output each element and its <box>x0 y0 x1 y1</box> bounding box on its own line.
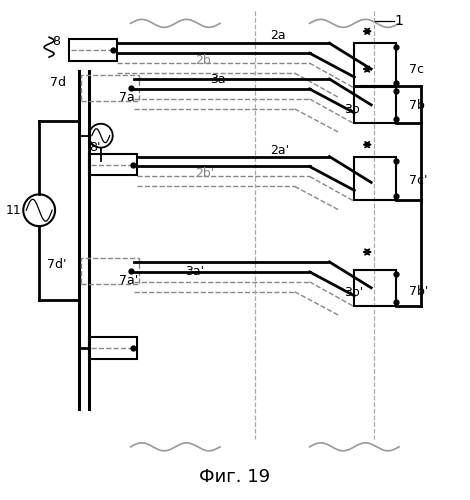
Text: 7c: 7c <box>409 62 424 76</box>
Text: 2a: 2a <box>270 30 285 43</box>
Text: 7d': 7d' <box>47 258 66 271</box>
Text: 3b': 3b' <box>345 286 364 298</box>
Text: 7b: 7b <box>409 100 425 112</box>
Text: 2a': 2a' <box>270 144 289 156</box>
Text: 2b': 2b' <box>195 168 214 180</box>
Text: Фиг. 19: Фиг. 19 <box>199 468 271 485</box>
Text: 8: 8 <box>52 35 60 48</box>
Text: 7a': 7a' <box>119 274 138 287</box>
Text: 3b: 3b <box>345 103 360 116</box>
Text: 1: 1 <box>395 14 403 28</box>
Text: 3a': 3a' <box>185 265 204 278</box>
Text: 7b': 7b' <box>409 286 428 298</box>
Text: 7c': 7c' <box>409 174 428 187</box>
Text: 7d: 7d <box>50 76 66 89</box>
Text: 2b: 2b <box>195 54 211 67</box>
Text: 7a: 7a <box>119 91 134 104</box>
Text: 11: 11 <box>6 204 21 216</box>
Text: 8': 8' <box>89 140 101 153</box>
Text: 3a: 3a <box>210 73 226 86</box>
